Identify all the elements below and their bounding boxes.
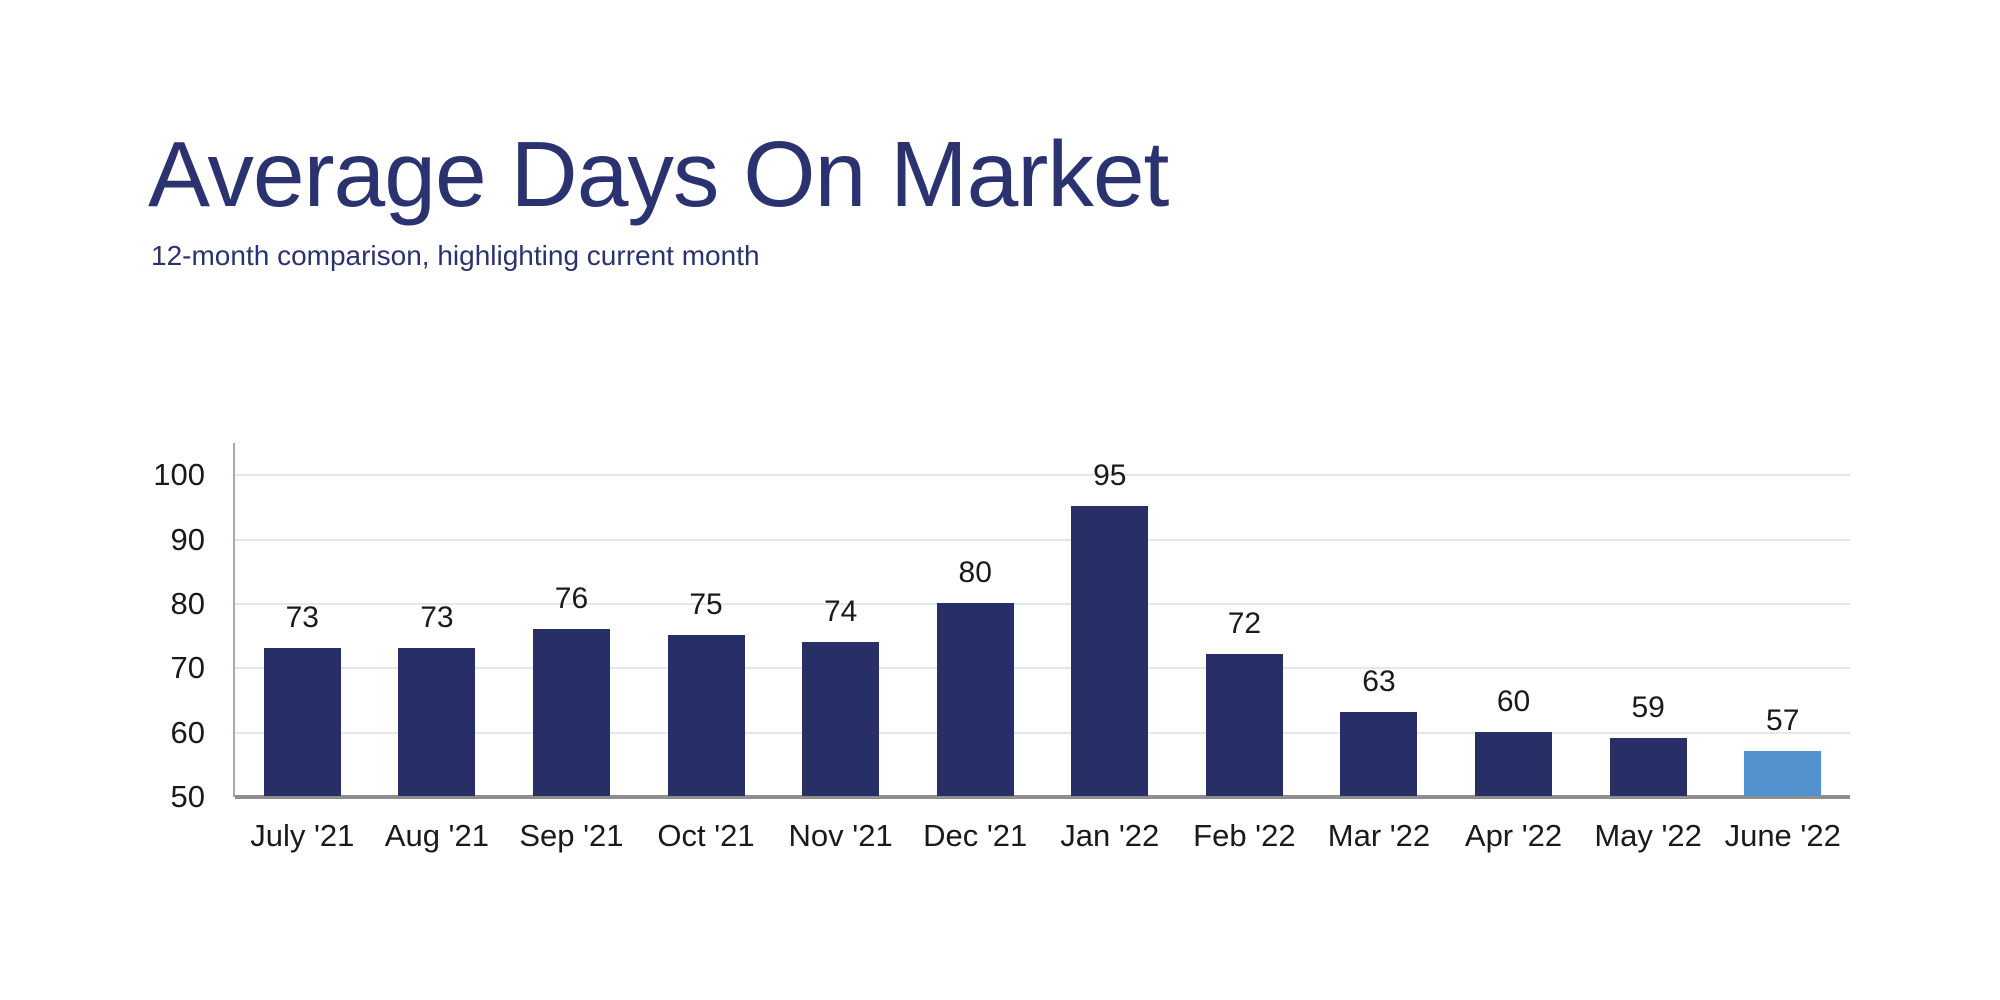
bar-value-label-3: 75 [689, 588, 723, 622]
gridline-90 [235, 538, 1850, 541]
x-tick-label-2: Sep '21 [519, 818, 624, 853]
bar-value-label-8: 63 [1362, 665, 1396, 699]
x-tick-label-4: Nov '21 [788, 818, 893, 853]
bar-chart: 50 60 70 80 90 100 73 July '21 73 Aug '21 76 Sep '2… [153, 443, 1850, 853]
bar-2 [532, 628, 610, 796]
bar-value-label-5: 80 [958, 555, 992, 589]
gridline-60 [235, 731, 1850, 734]
y-tick-label-80: 80 [170, 585, 205, 621]
bar-value-label-1: 73 [420, 600, 454, 634]
page-title: Average Days On Market [148, 122, 1169, 226]
x-tick-label-1: Aug '21 [384, 818, 489, 853]
bar-value-label-9: 60 [1496, 684, 1531, 718]
y-tick-label-60: 60 [170, 714, 205, 750]
y-tick-label-100: 100 [153, 457, 205, 493]
bar-value-label-7: 72 [1227, 607, 1262, 641]
x-tick-label-9: Apr '22 [1464, 818, 1563, 853]
bar-8 [1340, 712, 1418, 796]
bar-4 [802, 641, 880, 796]
bar-value-label-4: 74 [823, 594, 858, 628]
bar-7 [1205, 654, 1283, 796]
x-tick-label-3: Oct '21 [657, 818, 755, 853]
bar-value-label-0: 73 [285, 600, 319, 634]
bar-9 [1475, 731, 1553, 796]
bar-value-label-2: 76 [554, 581, 589, 615]
bar-3 [667, 635, 745, 796]
x-tick-label-10: May '22 [1594, 818, 1702, 853]
bar-0 [263, 647, 341, 796]
bar-value-label-6: 95 [1093, 459, 1127, 493]
bar-10 [1609, 738, 1687, 796]
gridline-80 [235, 602, 1850, 605]
x-axis-baseline [235, 795, 1850, 799]
bar-5 [936, 602, 1014, 796]
x-tick-label-8: Mar '22 [1327, 818, 1431, 853]
bar-1 [398, 647, 476, 796]
bar-value-label-10: 59 [1631, 691, 1665, 725]
gridline-100 [235, 474, 1850, 477]
page-subtitle: 12-month comparison, highlighting curren… [151, 240, 760, 271]
y-tick-label-70: 70 [170, 650, 205, 686]
bar-current-month [1744, 750, 1822, 796]
bar-6 [1071, 506, 1149, 796]
y-tick-label-90: 90 [170, 521, 205, 557]
x-tick-label-0: July '21 [250, 818, 355, 853]
x-tick-label-6: Jan '22 [1060, 818, 1160, 853]
gridline-70 [235, 667, 1850, 670]
x-tick-label-7: Feb '22 [1193, 818, 1296, 853]
x-tick-label-11: June '22 [1724, 818, 1841, 853]
y-axis-line [233, 443, 235, 797]
x-tick-label-5: Dec '21 [923, 818, 1028, 853]
y-tick-label-50: 50 [170, 779, 205, 814]
bar-value-label-11: 57 [1766, 703, 1800, 737]
